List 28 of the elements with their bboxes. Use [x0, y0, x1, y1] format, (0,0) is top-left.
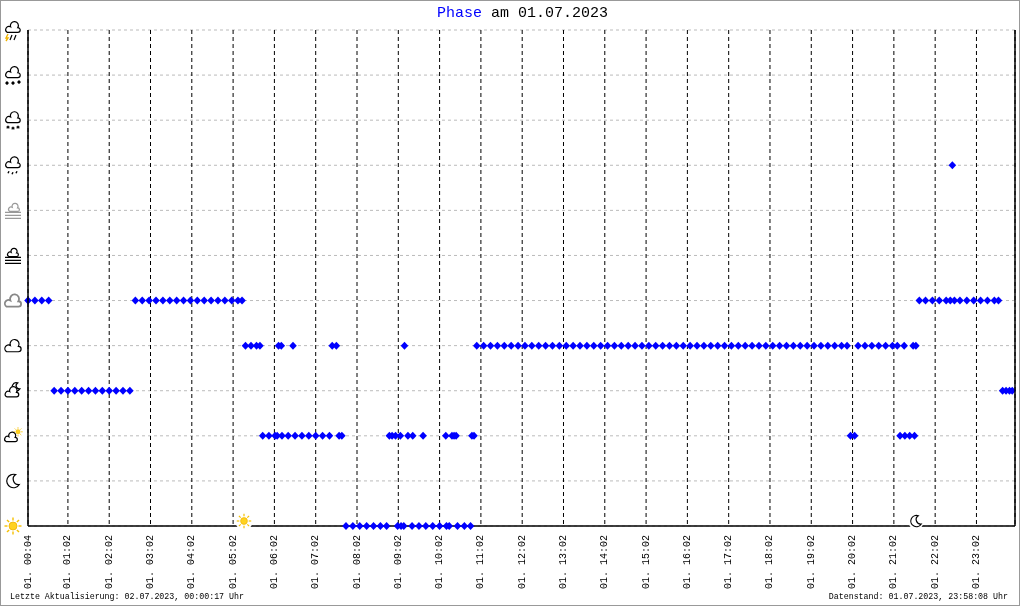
- x-tick-label: 01. 20:02: [847, 535, 859, 590]
- x-tick-label: 01. 14:02: [599, 535, 611, 590]
- text: Datenstand: 01.07.2023, 23:58:08 Uhr: [828, 592, 1008, 602]
- x-tick-label: 01. 12:02: [516, 535, 528, 590]
- x-tick-label: 01. 23:02: [970, 535, 982, 590]
- x-tick-label: 01. 19:02: [805, 535, 817, 590]
- x-tick-label: 01. 01:02: [62, 535, 74, 590]
- x-tick-label: 01. 05:02: [227, 535, 239, 590]
- x-tick-label: 01. 06:02: [268, 535, 280, 590]
- x-tick-label: 01. 15:02: [640, 535, 652, 590]
- chart-title: am 01.07.2023: [490, 5, 609, 22]
- x-tick-label: 01. 18:02: [764, 535, 776, 590]
- x-tick-label: 01. 10:02: [434, 535, 446, 590]
- x-tick-label: 01. 04:02: [186, 535, 198, 590]
- x-tick-label: 01. 00:04: [22, 535, 34, 590]
- x-tick-label: 01. 08:02: [351, 535, 363, 590]
- x-tick-label: 01. 09:02: [392, 535, 404, 590]
- x-tick-label: 01. 13:02: [557, 535, 569, 590]
- x-tick-label: 01. 07:02: [310, 535, 322, 590]
- x-tick-label: 01. 02:02: [103, 535, 115, 590]
- x-tick-label: 01. 17:02: [723, 535, 735, 590]
- text: Letzte Aktualisierung: 02.07.2023, 00:00:17 Uhr: [10, 592, 245, 602]
- text: Phase: [436, 5, 483, 22]
- x-tick-label: 01. 03:02: [145, 535, 157, 590]
- x-tick-label: 01. 22:02: [929, 535, 941, 590]
- x-tick-label: 01. 11:02: [475, 535, 487, 590]
- x-tick-label: 01. 16:02: [681, 535, 693, 590]
- x-tick-label: 01. 21:02: [888, 535, 900, 590]
